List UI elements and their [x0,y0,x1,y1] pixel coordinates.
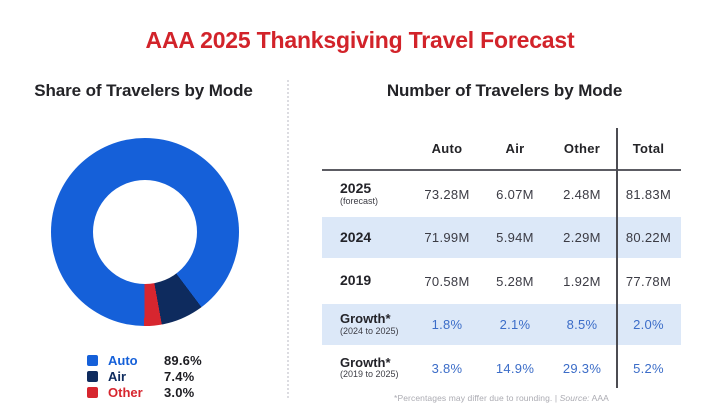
auto-swatch-icon [87,354,98,366]
total-column-divider [616,128,618,388]
legend-value: 7.4% [164,368,195,384]
legend-item-other: Other 3.0% [87,384,202,400]
cell-value: 5.94M [496,230,534,245]
cell-value: 2.0% [633,317,664,332]
row-label: Growth* [340,311,391,327]
donut-section-heading: Share of Travelers by Mode [34,81,253,100]
column-header-air: Air [505,141,525,156]
column-header-other: Other [563,141,601,156]
table-section-heading: Number of Travelers by Mode [386,81,623,100]
legend-label: Auto [108,352,138,368]
page-title: AAA 2025 Thanksgiving Travel Forecast [145,27,575,53]
footnote-text: *Percentages may differ due to rounding.… [394,393,558,403]
table-row-growth-2019-2025: Growth* (2019 to 2025) 3.8% 14.9% 29.3% … [322,345,681,391]
row-label: 2019 [340,272,372,289]
cell-value: 80.22M [625,230,672,245]
donut-legend: Auto 89.6% Air 7.4% Other 3.0% [87,352,202,400]
row-label: Growth* [340,354,391,370]
footnote-source-label: Source: [559,393,590,403]
cell-value: 1.8% [431,317,463,332]
cell-value: 73.28M [424,186,470,202]
legend-value: 89.6% [164,352,202,368]
cell-value: 71.99M [424,230,470,245]
legend-item-auto: Auto 89.6% [87,352,202,368]
table-row-2025: 2025 (forecast) 73.28M 6.07M 2.48M 81.83… [322,171,681,217]
column-header-auto: Auto [431,141,463,156]
cell-value: 8.5% [566,317,598,332]
cell-value: 2.48M [563,186,601,202]
row-label: 2025 [340,180,372,197]
column-header-total: Total [632,141,665,156]
legend-value: 3.0% [164,384,195,400]
table-row-growth-2024-2025: Growth* (2024 to 2025) 1.8% 2.1% 8.5% 2.… [322,304,681,345]
cell-value: 1.92M [563,273,601,289]
cell-value: 14.9% [495,360,535,376]
legend-item-air: Air 7.4% [87,368,202,384]
row-label: 2024 [340,228,372,245]
legend-label: Air [108,368,127,384]
footnote: *Percentages may differ due to rounding.… [322,393,681,403]
travel-data-table: Auto Air Other Total 2025 (forecast) 73.… [322,128,681,391]
cell-value: 3.8% [431,360,463,376]
donut-chart [51,138,239,326]
row-sublabel: (2024 to 2025) [340,325,399,336]
other-swatch-icon [87,386,98,398]
row-sublabel: (forecast) [340,195,379,206]
table-row-2024: 2024 71.99M 5.94M 2.29M 80.22M [322,217,681,258]
donut-hole [93,180,197,284]
legend-label: Other [108,384,143,400]
cell-value: 77.78M [625,273,672,289]
cell-value: 6.07M [496,186,534,202]
cell-value: 5.2% [633,360,664,376]
cell-value: 70.58M [424,273,470,289]
table-header-row: Auto Air Other Total [322,128,681,171]
cell-value: 29.3% [562,360,602,376]
cell-value: 5.28M [496,273,534,289]
row-sublabel: (2019 to 2025) [340,369,399,380]
table-row-2019: 2019 70.58M 5.28M 1.92M 77.78M [322,258,681,304]
footnote-source-value: AAA [591,393,609,403]
vertical-dotted-divider [287,80,289,398]
cell-value: 2.1% [499,317,531,332]
cell-value: 2.29M [563,230,601,245]
air-swatch-icon [87,370,98,382]
cell-value: 81.83M [625,186,672,202]
